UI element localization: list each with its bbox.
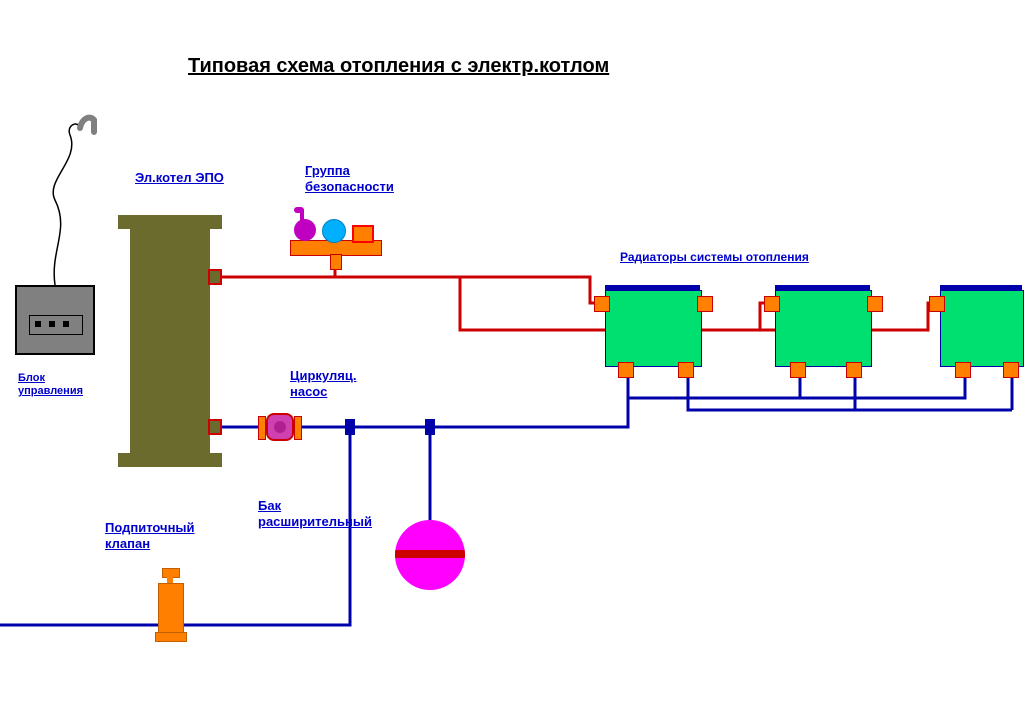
label-feed-valve: Подпиточный клапан xyxy=(105,520,195,551)
radiator-1-conn-tl xyxy=(594,296,610,312)
page-title: Типовая схема отопления с электр.котлом xyxy=(188,55,609,78)
radiator-2-cap xyxy=(775,285,870,291)
label-radiators: Радиаторы системы отопления xyxy=(620,250,809,264)
label-pump-l1: Циркуляц. xyxy=(290,368,356,384)
label-safety-group: Группа безопасности xyxy=(305,163,394,194)
boiler xyxy=(130,225,210,455)
control-unit xyxy=(15,285,95,355)
boiler-base xyxy=(118,453,222,467)
label-feed-valve-l2: клапан xyxy=(105,536,195,552)
label-safety-group-l1: Группа xyxy=(305,163,394,179)
radiator-3 xyxy=(940,290,1024,367)
label-expansion-l2: расширительный xyxy=(258,514,372,530)
radiator-1-conn-br xyxy=(678,362,694,378)
boiler-hot-connector xyxy=(208,269,222,285)
expansion-tank xyxy=(395,520,465,590)
boiler-cap xyxy=(118,215,222,229)
diagram-canvas: Типовая схема отопления с электр.котлом xyxy=(0,0,1024,727)
radiator-1-conn-bl xyxy=(618,362,634,378)
label-feed-valve-l1: Подпиточный xyxy=(105,520,195,536)
label-control-unit: Блок управления xyxy=(18,372,83,398)
label-pump-l2: насос xyxy=(290,384,356,400)
radiator-3-conn-bl xyxy=(955,362,971,378)
radiator-1-conn-tr xyxy=(697,296,713,312)
label-safety-group-l2: безопасности xyxy=(305,179,394,195)
radiator-3-conn-br xyxy=(1003,362,1019,378)
radiator-2-conn-tr xyxy=(867,296,883,312)
boiler-cold-connector xyxy=(208,419,222,435)
radiator-1-cap xyxy=(605,285,700,291)
label-control-unit-l1: Блок xyxy=(18,372,83,385)
radiator-2-conn-tl xyxy=(764,296,780,312)
radiator-1 xyxy=(605,290,702,367)
radiator-2 xyxy=(775,290,872,367)
radiator-2-conn-bl xyxy=(790,362,806,378)
pump xyxy=(258,413,302,441)
radiator-3-cap xyxy=(940,285,1022,291)
label-control-unit-l2: управления xyxy=(18,385,83,398)
label-expansion: Бак расширительный xyxy=(258,498,372,529)
radiator-3-conn-tl xyxy=(929,296,945,312)
label-expansion-l1: Бак xyxy=(258,498,372,514)
label-pump: Циркуляц. насос xyxy=(290,368,356,399)
label-boiler: Эл.котел ЭПО xyxy=(135,170,224,186)
radiator-2-conn-br xyxy=(846,362,862,378)
